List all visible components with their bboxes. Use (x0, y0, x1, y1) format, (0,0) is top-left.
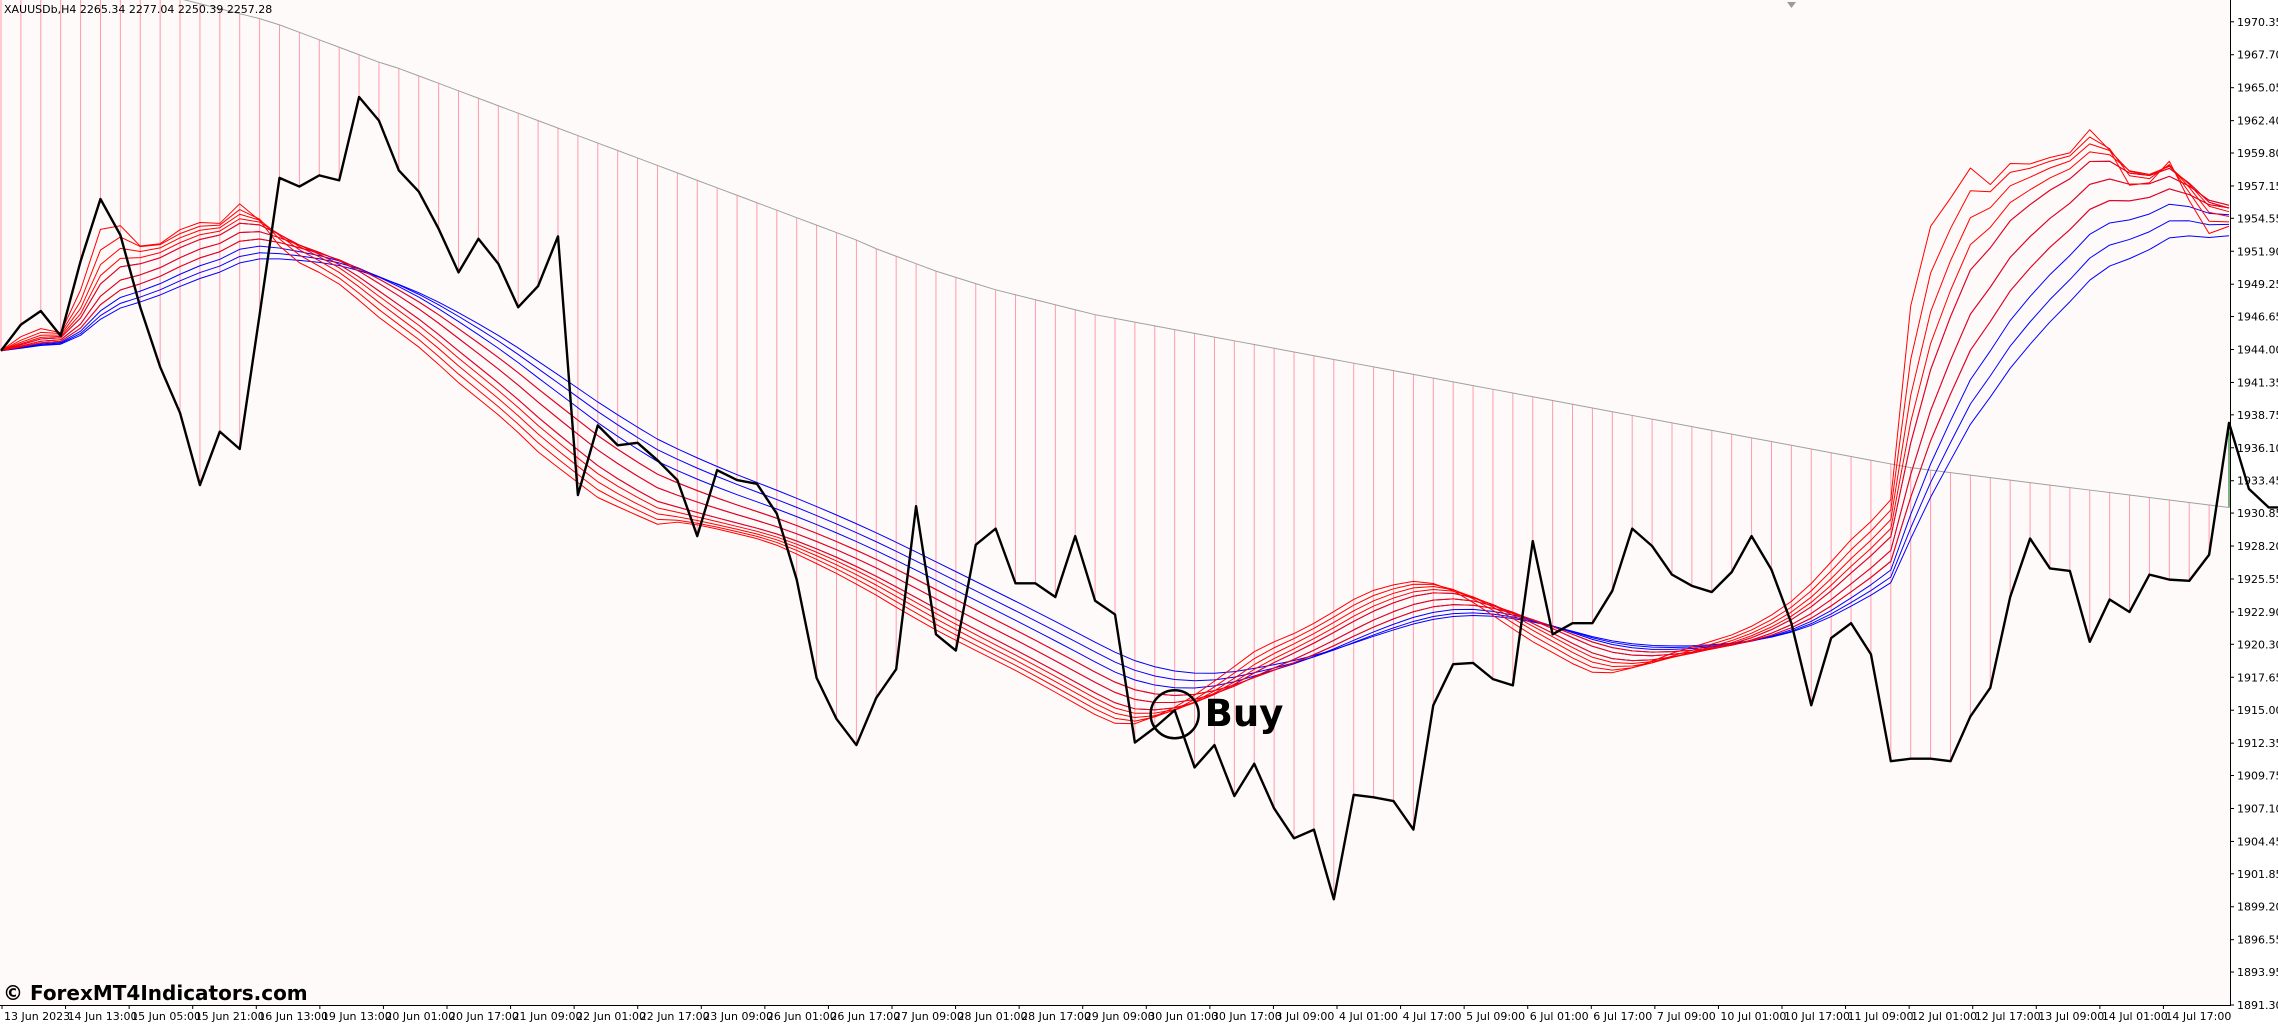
y-tick-label: 1967.70 (2237, 49, 2278, 62)
slow-ma-line-0 (0, 235, 2230, 674)
x-tick-label: 7 Jul 09:00 (1657, 1010, 1716, 1023)
y-tick-label: 1920.30 (2237, 638, 2278, 651)
y-tick-label: 1951.90 (2237, 245, 2278, 258)
x-tick-label: 26 Jun 17:00 (830, 1010, 900, 1023)
y-tick-label: 1907.10 (2237, 802, 2278, 815)
x-tick-label: 30 Jun 17:00 (1212, 1010, 1282, 1023)
x-tick-label: 10 Jul 17:00 (1784, 1010, 1850, 1023)
x-tick-label: 12 Jul 01:00 (1911, 1010, 1977, 1023)
slow-ma-line-2 (0, 203, 2230, 689)
fast-ma-line-0 (0, 188, 2230, 697)
y-tick-label: 1899.20 (2237, 901, 2278, 914)
fast-ma-line-3 (0, 151, 2230, 714)
y-tick-label: 1959.80 (2237, 147, 2278, 160)
fast-ma-line-1 (0, 175, 2230, 703)
y-tick-label: 1930.85 (2237, 507, 2278, 520)
x-tick-label: 30 Jun 01:00 (1148, 1010, 1218, 1023)
x-tick-label: 11 Jul 09:00 (1848, 1010, 1914, 1023)
x-tick-label: 13 Jul 09:00 (2038, 1010, 2104, 1023)
x-tick-label: 6 Jul 17:00 (1593, 1010, 1652, 1023)
symbol-info: XAUUSDb,H4 2265.34 2277.04 2250.39 2257.… (4, 3, 272, 16)
x-tick-label: 4 Jul 17:00 (1403, 1010, 1462, 1023)
x-tick-label: 15 Jun 05:00 (131, 1010, 201, 1023)
y-tick-label: 1944.00 (2237, 344, 2278, 357)
fast-ma-line-6 (0, 129, 2230, 725)
x-tick-label: 28 Jun 01:00 (958, 1010, 1028, 1023)
y-tick-label: 1962.40 (2237, 115, 2278, 128)
y-tick-label: 1936.10 (2237, 442, 2278, 455)
x-tick-label: 14 Jul 17:00 (2165, 1010, 2231, 1023)
y-tick-label: 1893.95 (2237, 966, 2278, 979)
watermark: © ForexMT4Indicators.com (3, 981, 308, 1005)
y-tick-label: 1928.20 (2237, 540, 2278, 553)
buy-label: Buy (1205, 692, 1284, 735)
y-tick-label: 1925.55 (2237, 573, 2278, 586)
y-tick-label: 1904.45 (2237, 835, 2278, 848)
x-tick-label: 20 Jun 17:00 (449, 1010, 519, 1023)
price-line (0, 95, 2278, 901)
fast-ma-line-2 (0, 160, 2230, 711)
y-tick-label: 1915.00 (2237, 704, 2278, 717)
y-tick-label: 1896.55 (2237, 934, 2278, 947)
y-tick-label: 1941.35 (2237, 376, 2278, 389)
y-tick-label: 1957.15 (2237, 180, 2278, 193)
y-tick-label: 1965.05 (2237, 82, 2278, 95)
x-tick-label: 10 Jul 01:00 (1720, 1010, 1786, 1023)
y-tick-label: 1917.65 (2237, 671, 2278, 684)
x-tick-label: 15 Jun 21:00 (195, 1010, 265, 1023)
y-tick-label: 1922.90 (2237, 606, 2278, 619)
y-tick-label: 1901.85 (2237, 868, 2278, 881)
y-tick-label: 1912.35 (2237, 737, 2278, 750)
x-tick-label: 20 Jun 01:00 (385, 1010, 455, 1023)
x-tick-label: 12 Jul 17:00 (1975, 1010, 2041, 1023)
x-tick-label: 29 Jun 09:00 (1085, 1010, 1155, 1023)
histogram-layer (0, 0, 2230, 900)
x-tick-label: 22 Jun 01:00 (576, 1010, 646, 1023)
price-layer (0, 95, 2278, 901)
x-tick-label: 19 Jun 13:00 (322, 1010, 392, 1023)
y-tick-label: 1938.75 (2237, 409, 2278, 422)
x-tick-label: 14 Jul 01:00 (2102, 1010, 2168, 1023)
fast-ma-line-5 (0, 136, 2230, 722)
buy-signal-circle (1149, 688, 1200, 740)
x-tick-label: 3 Jul 09:00 (1275, 1010, 1334, 1023)
x-tick-label: 27 Jun 09:00 (894, 1010, 964, 1023)
long-ma-line (182, 0, 2230, 508)
y-tick-label: 1891.30 (2237, 999, 2278, 1012)
x-tick-label: 26 Jun 01:00 (767, 1010, 837, 1023)
y-tick-label: 1949.25 (2237, 278, 2278, 291)
x-tick-label: 28 Jun 17:00 (1021, 1010, 1091, 1023)
x-tick-label: 4 Jul 01:00 (1339, 1010, 1398, 1023)
triangle-down-icon[interactable] (1787, 2, 1796, 8)
x-tick-label: 22 Jun 17:00 (640, 1010, 710, 1023)
fast-ma-line-4 (0, 143, 2230, 718)
x-tick-label: 23 Jun 09:00 (703, 1010, 773, 1023)
x-tick-label: 5 Jul 09:00 (1466, 1010, 1525, 1023)
x-tick-label: 6 Jul 01:00 (1530, 1010, 1589, 1023)
ribbon-layer (0, 129, 2230, 725)
y-tick-label: 1970.35 (2237, 16, 2278, 29)
buy-annotation: Buy (1149, 688, 1284, 740)
x-tick-label: 13 Jun 2023 (4, 1010, 70, 1023)
y-tick-label: 1933.45 (2237, 475, 2278, 488)
y-axis: 1970.35 1967.70 1965.05 1962.40 1959.80 1957.… (2230, 16, 2278, 1012)
y-tick-label: 1954.55 (2237, 212, 2278, 225)
x-tick-label: 21 Jun 09:00 (513, 1010, 583, 1023)
x-tick-label: 16 Jun 13:00 (258, 1010, 328, 1023)
x-tick-label: 14 Jun 13:00 (68, 1010, 138, 1023)
y-tick-label: 1946.65 (2237, 311, 2278, 324)
y-tick-label: 1909.75 (2237, 770, 2278, 783)
